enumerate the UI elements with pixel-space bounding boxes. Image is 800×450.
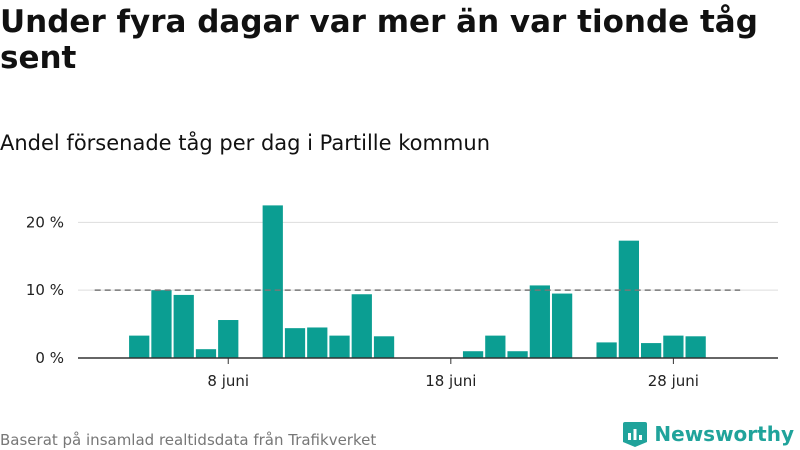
chart-subtitle: Andel försenade tåg per dag i Partille k…: [0, 131, 491, 155]
bar: [284, 328, 306, 358]
newsworthy-logo-icon: [623, 422, 648, 447]
source-note: Baserat på insamlad realtidsdata från Tr…: [0, 431, 377, 449]
bar: [307, 327, 328, 358]
bar: [218, 320, 239, 358]
bar: [507, 351, 528, 358]
y-tick-label: 0 %: [35, 349, 64, 367]
bar: [262, 205, 283, 358]
bar: [195, 349, 217, 358]
bar: [596, 342, 617, 358]
x-tick-label: 28 juni: [648, 372, 699, 390]
bar: [329, 335, 350, 358]
x-tick-label: 18 juni: [425, 372, 476, 390]
x-tick-label: 8 juni: [207, 372, 249, 390]
chart-title: Under fyra dagar var mer än var tionde t…: [0, 4, 758, 76]
bar: [173, 294, 194, 358]
bar: [485, 335, 506, 358]
bar: [551, 293, 573, 358]
bar: [151, 290, 172, 358]
y-tick-label: 20 %: [26, 213, 64, 231]
bar: [129, 335, 150, 358]
y-tick-label: 10 %: [26, 281, 64, 299]
brand-name: Newsworthy: [654, 422, 794, 446]
newsworthy-logo: Newsworthy: [622, 420, 794, 448]
bar: [618, 240, 640, 358]
bar: [685, 336, 706, 358]
bar: [641, 343, 662, 358]
bar: [462, 351, 484, 358]
bar: [373, 336, 395, 358]
bar: [529, 285, 550, 358]
bar: [351, 294, 372, 358]
bar: [663, 335, 684, 358]
bar-chart: 0 % 10 % 20 % 8 juni 18 juni 28 juni: [26, 205, 778, 390]
